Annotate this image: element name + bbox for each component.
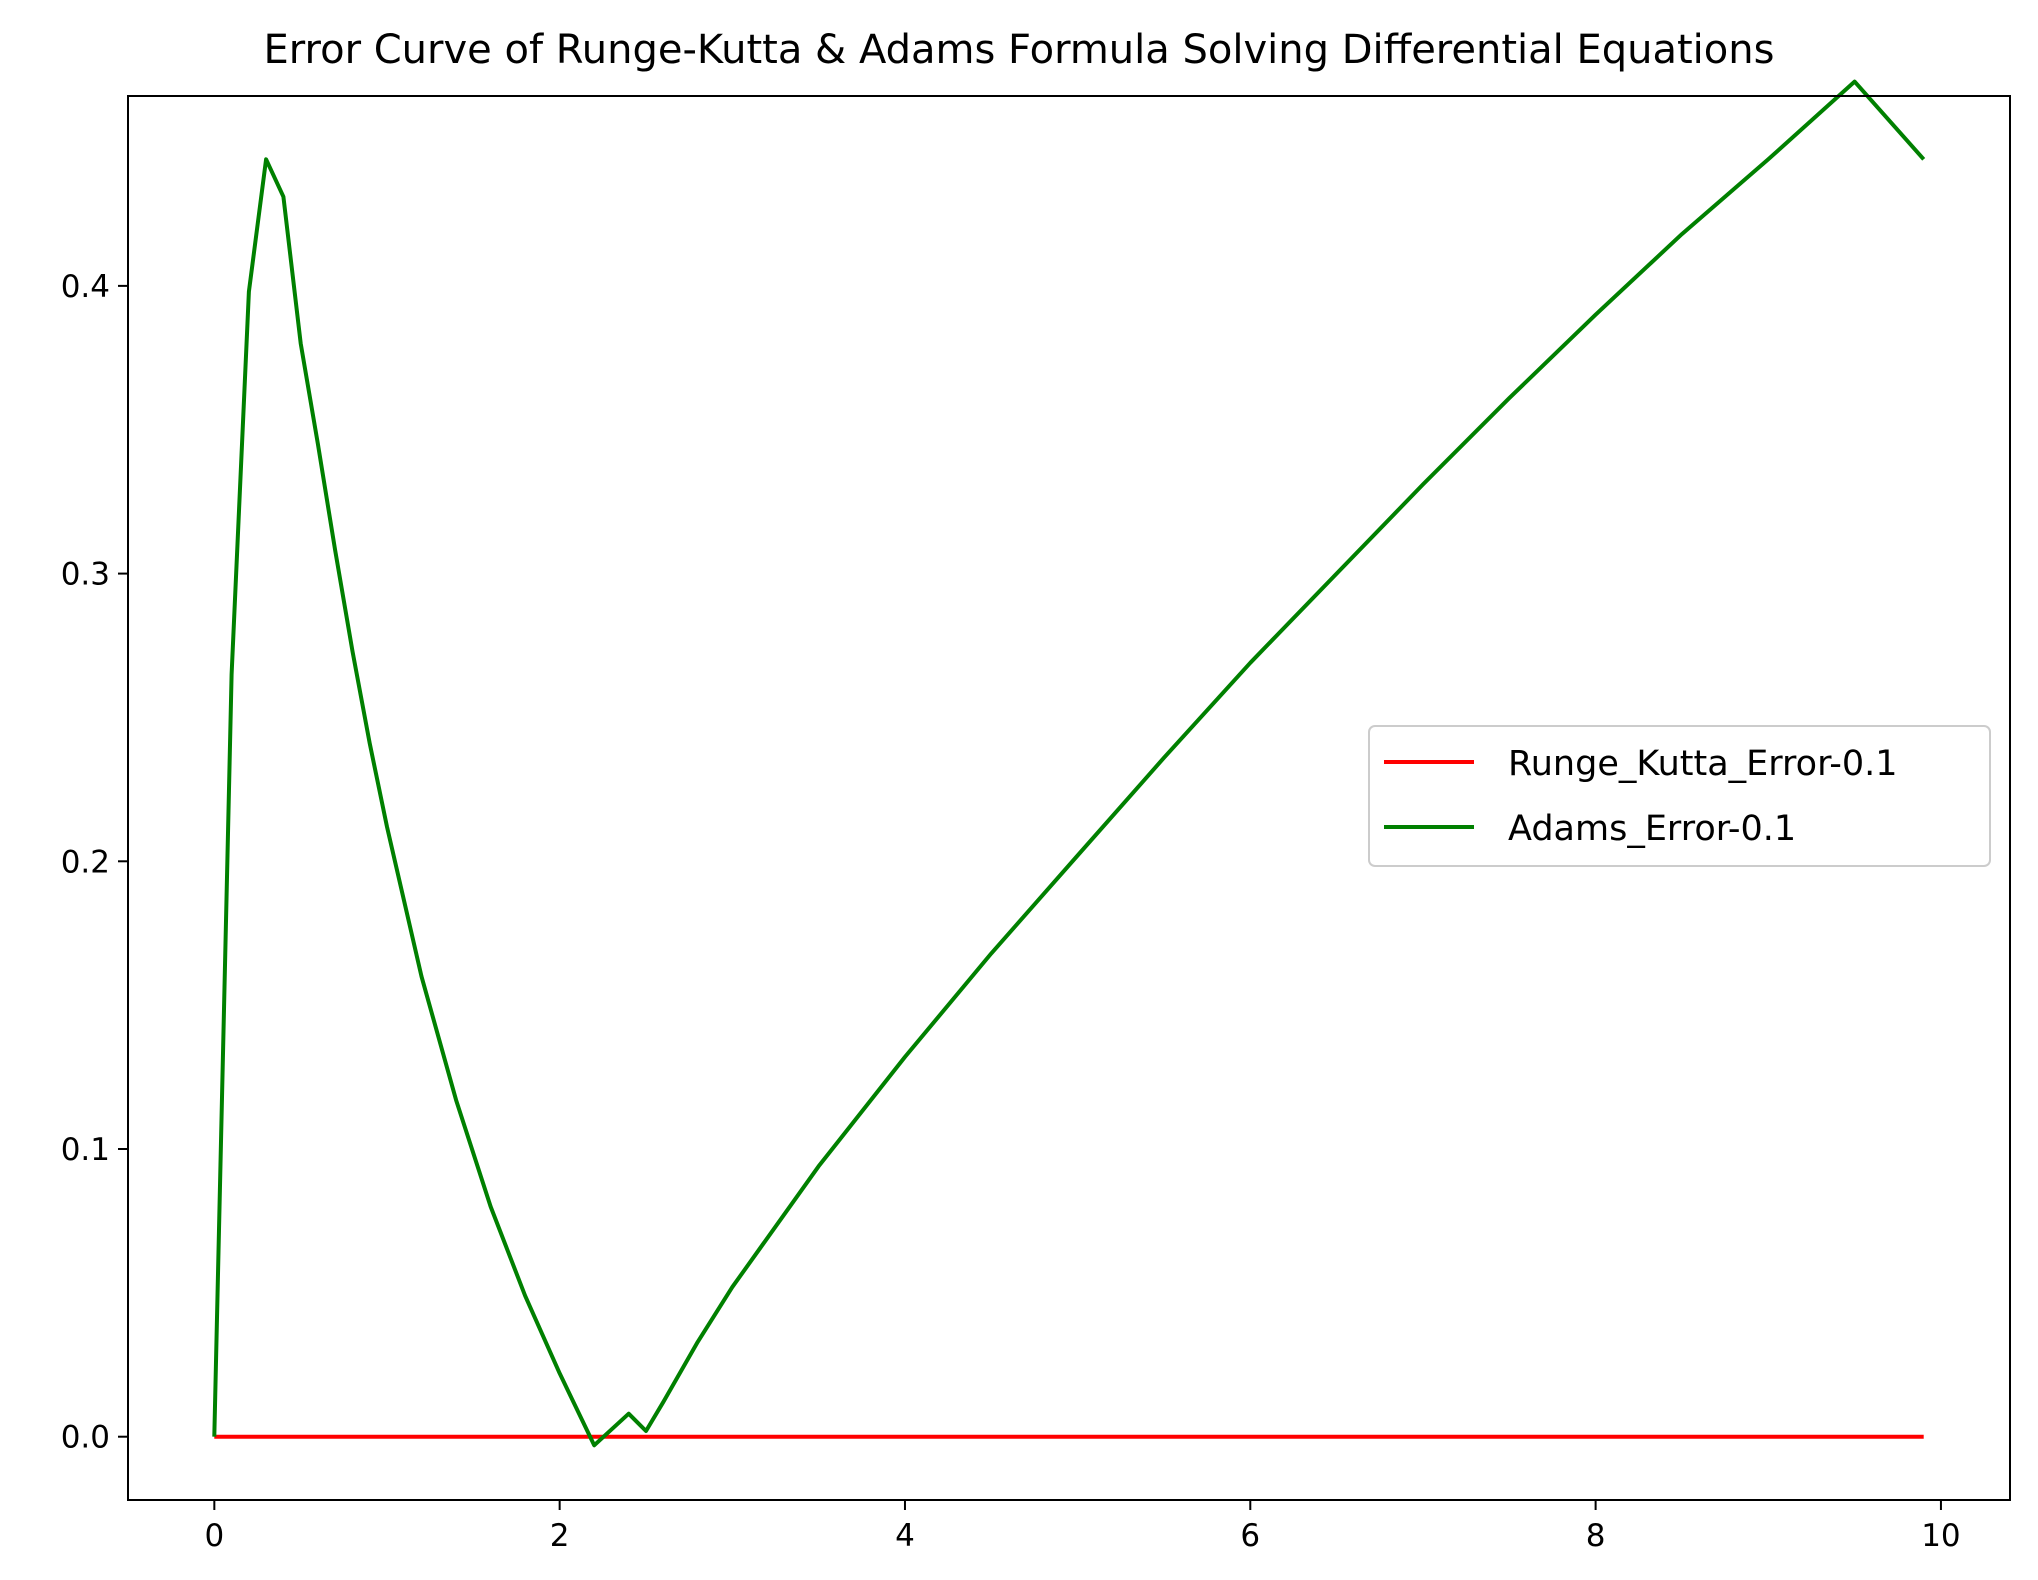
y-tick-label: 0.3 [61, 557, 110, 593]
series-layer [212, 79, 1926, 1448]
x-tick-label: 2 [550, 1518, 570, 1554]
y-tick-label: 0.1 [61, 1132, 110, 1168]
legend-label-adams: Adams_Error-0.1 [1508, 809, 1796, 849]
y-tick-label: 0.4 [61, 269, 110, 305]
legend-box [1368, 725, 1991, 867]
axes-frame [127, 95, 2011, 1501]
x-axis: 0 2 4 6 8 10 [204, 1500, 1961, 1554]
legend-label-runge-kutta: Runge_Kutta_Error-0.1 [1508, 744, 1898, 784]
y-tick-label: 0.2 [61, 844, 110, 880]
x-tick-label: 0 [204, 1518, 224, 1554]
y-tick-label: 0.0 [61, 1420, 110, 1456]
x-tick-label: 10 [1921, 1518, 1960, 1554]
legend: Runge_Kutta_Error-0.1 Adams_Error-0.1 [1368, 725, 1991, 867]
series-line-adams [212, 79, 1926, 1448]
chart-title: Error Curve of Runge-Kutta & Adams Formu… [264, 27, 1775, 73]
x-tick-label: 6 [1240, 1518, 1260, 1554]
y-axis: 0.0 0.1 0.2 0.3 0.4 [61, 269, 128, 1456]
x-tick-label: 4 [895, 1518, 915, 1554]
x-tick-label: 8 [1586, 1518, 1606, 1554]
